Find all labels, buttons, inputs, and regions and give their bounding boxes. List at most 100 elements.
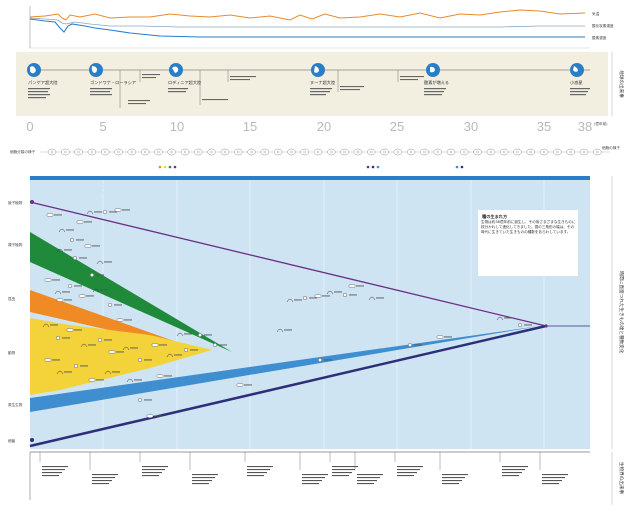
axis-tick-label: 5 xyxy=(99,119,106,134)
panel-tick-label: 25 xyxy=(390,181,404,196)
cell-icon xyxy=(180,148,190,156)
life-event-note xyxy=(39,452,68,477)
species-sketch xyxy=(408,343,422,348)
event-text-blocks xyxy=(28,88,590,99)
species-sketch xyxy=(73,364,88,369)
species-sketch xyxy=(116,318,132,323)
cell-icon xyxy=(61,148,70,156)
cell-icon xyxy=(87,148,97,156)
species-sketch xyxy=(326,290,342,295)
species-sketch xyxy=(146,414,162,419)
cell-icon xyxy=(114,148,123,156)
cell-icon xyxy=(460,148,469,156)
cell-icon xyxy=(167,148,176,156)
earth-events-band: パンゲア超大陸 ゴンドワナ・ローラシア ロディニア超大陸 ヌーナ超大陸 酸素が増… xyxy=(16,52,608,134)
cell-timeline-row: 細胞分裂の様子 細胞の様子 xyxy=(10,145,620,169)
cell-icon xyxy=(247,148,256,156)
species-sketch xyxy=(69,237,84,242)
cell-row-right-label: 細胞の様子 xyxy=(602,145,620,150)
panel-tick-label: 0 xyxy=(32,181,39,196)
species-sketch xyxy=(44,278,60,283)
cell-icon xyxy=(553,148,562,156)
event-label: パンゲア超大陸 xyxy=(28,79,58,86)
co2-line xyxy=(29,17,585,28)
species-sketch xyxy=(88,378,104,383)
life-event-note xyxy=(539,452,568,485)
life-event-note xyxy=(89,452,118,485)
cell-icon xyxy=(74,148,83,156)
species-sketch xyxy=(108,350,124,355)
species-sketch xyxy=(176,332,192,337)
side-category-label: 動物 xyxy=(8,350,16,355)
event-label: 酸素が増える xyxy=(424,79,449,86)
side-label-earth-events: 地球の出来事 xyxy=(618,70,625,98)
axis-unit: (億年前) xyxy=(594,121,608,126)
cell-icon xyxy=(220,148,230,156)
panel-tick-label: 20 xyxy=(317,181,331,196)
cell-icon xyxy=(287,148,296,156)
axis-tick-label: 30 xyxy=(464,119,478,134)
species-sketch xyxy=(56,370,72,375)
origin-node xyxy=(544,324,548,328)
species-sketch xyxy=(84,243,100,248)
yellow-lineage-wedge xyxy=(30,318,212,395)
species-sketch xyxy=(80,343,96,348)
species-sketch xyxy=(436,335,452,340)
panel-tick-label: 35 xyxy=(537,181,551,196)
life-event-note xyxy=(499,452,528,477)
species-sketch xyxy=(276,328,292,333)
green-lineage-wedge xyxy=(30,232,232,352)
cell-row-left-label: 細胞分裂の様子 xyxy=(10,149,36,154)
cell-icon xyxy=(353,148,363,156)
cell-icon xyxy=(513,148,522,156)
panel-tick-label: 5 xyxy=(99,181,106,196)
cell-icon xyxy=(579,148,589,156)
cell-icon xyxy=(526,148,535,156)
earth-icon xyxy=(426,63,440,77)
cell-icon xyxy=(140,148,150,156)
species-sketch xyxy=(314,294,330,299)
cell-icon xyxy=(593,148,602,156)
event-label: ゴンドワナ・ローラシア xyxy=(90,79,136,86)
cell-icon xyxy=(367,148,376,156)
panel-gridlines xyxy=(102,180,545,449)
earth-icon xyxy=(570,63,584,77)
axis-tick-label: 25 xyxy=(390,119,404,134)
panel-tick-label: 10 xyxy=(170,181,184,196)
side-category-label: 被子植物 xyxy=(8,200,23,205)
life-event-note xyxy=(354,452,383,485)
species-sketch xyxy=(151,343,167,348)
cell-icon xyxy=(446,148,456,156)
side-category-label: 裸子植物 xyxy=(8,242,23,247)
temperature-line xyxy=(29,9,586,21)
species-sketch xyxy=(183,348,198,353)
cell-icon xyxy=(47,148,57,156)
life-event-note xyxy=(244,452,273,477)
side-category-label: 細菌 xyxy=(8,438,16,443)
color-dots xyxy=(158,165,464,169)
species-sketch xyxy=(97,338,112,343)
cell-icon xyxy=(273,148,283,156)
cell-icon xyxy=(313,148,323,156)
species-sketch xyxy=(318,358,332,363)
species-sketch xyxy=(236,383,252,388)
species-sketch xyxy=(66,328,82,333)
temperature-legend: 気温 xyxy=(592,11,600,16)
axis-tick-label: 20 xyxy=(317,119,331,134)
species-sketch xyxy=(518,323,532,328)
species-sketch xyxy=(96,260,112,265)
earth-icon xyxy=(89,63,103,77)
species-sketch xyxy=(92,288,108,293)
side-label-main: 時間に直面つれた生きもの達と種数変化 xyxy=(618,271,625,354)
species-sketch xyxy=(137,358,152,363)
species-sketch xyxy=(56,298,72,303)
blue-lineage-band xyxy=(30,326,540,412)
axis-tick-label: 0 xyxy=(26,119,33,134)
climate-lines: 気温 酸化炭素濃度 酸素濃度 xyxy=(29,6,614,49)
cell-icon xyxy=(433,148,442,156)
life-event-notes xyxy=(39,452,568,485)
side-category-label: 昆虫 xyxy=(8,296,16,301)
life-event-note xyxy=(189,452,218,485)
